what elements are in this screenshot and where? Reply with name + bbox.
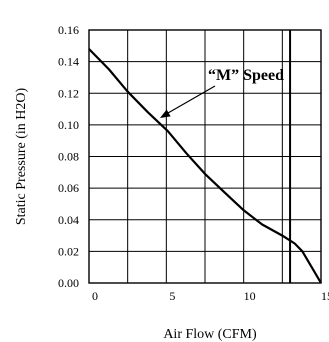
annotation-label: “M” Speed xyxy=(208,67,284,84)
y-tick-label: 0.02 xyxy=(58,244,79,258)
x-tick-label: 0 xyxy=(92,289,98,303)
y-tick-label: 0.12 xyxy=(58,86,79,100)
x-tick-label: 15 xyxy=(321,289,329,303)
series-line xyxy=(88,48,322,284)
series-layer xyxy=(88,48,322,284)
x-tick-label: 10 xyxy=(244,289,256,303)
grid xyxy=(88,29,322,284)
y-tick-labels: 0.00 0.02 0.04 0.06 0.08 0.10 0.12 0.14 0.16 xyxy=(58,23,79,290)
y-tick-label: 0.06 xyxy=(58,181,79,195)
x-tick-label: 5 xyxy=(169,289,175,303)
y-tick-label: 0.08 xyxy=(58,150,79,164)
y-tick-label: 0.14 xyxy=(58,55,79,69)
annotation-arrowhead xyxy=(160,109,171,118)
x-axis-title: Air Flow (CFM) xyxy=(163,327,257,342)
y-tick-label: 0.04 xyxy=(58,213,79,227)
y-tick-label: 0.10 xyxy=(58,118,79,132)
y-axis-title: Static Pressure (in H2O) xyxy=(14,88,29,226)
annotation-arrow xyxy=(167,85,216,114)
y-tick-label: 0.00 xyxy=(58,276,79,290)
x-tick-labels: 0 5 10 15 xyxy=(92,289,329,303)
y-tick-label: 0.16 xyxy=(58,23,79,37)
annotation: “M” Speed xyxy=(160,67,284,118)
plot-frame xyxy=(88,29,322,284)
